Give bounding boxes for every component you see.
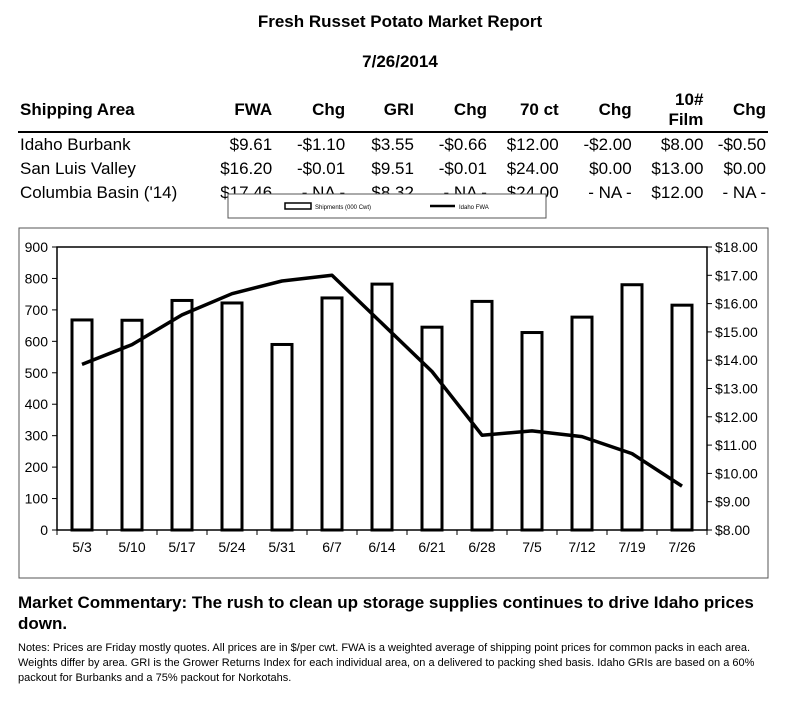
table-row: San Luis Valley $16.20 -$0.01 $9.51 -$0.… <box>18 157 768 181</box>
left-tick-label: 0 <box>40 522 48 538</box>
x-tick-label: 7/19 <box>618 539 645 555</box>
right-tick-label: $16.00 <box>715 296 758 312</box>
cell-fwa: $9.61 <box>229 135 273 154</box>
shipment-bar <box>70 318 94 532</box>
left-tick-label: 600 <box>25 333 49 349</box>
cell-70ct-chg: $0.00 <box>589 159 632 178</box>
shipment-bar <box>220 301 244 532</box>
notes: Notes: Prices are Friday mostly quotes. … <box>18 642 755 684</box>
x-tick-label: 7/12 <box>568 539 595 555</box>
cell-film: $8.00 <box>660 135 704 154</box>
report-title: Fresh Russet Potato Market Report <box>257 12 543 31</box>
x-tick-label: 6/14 <box>368 539 395 555</box>
cell-film-chg: $0.00 <box>723 159 766 178</box>
right-tick-label: $8.00 <box>715 522 750 538</box>
legend-fwa-label: Idaho FWA <box>459 205 489 211</box>
header-fwa: FWA <box>234 100 273 119</box>
shipments-price-chart: Shipments (000 Cwt) Idaho FWA 0 100 200 300… <box>18 193 769 579</box>
header-10lb-film: 10# Film <box>668 90 704 129</box>
right-tick-label: $15.00 <box>715 324 758 340</box>
shipment-bars <box>70 282 694 532</box>
right-tick-label: $18.00 <box>715 239 758 255</box>
cell-70ct-chg: - NA - <box>588 183 632 202</box>
x-tick-label: 7/5 <box>522 539 542 555</box>
shipment-bar <box>320 296 344 532</box>
right-tick-label: $13.00 <box>715 381 758 397</box>
right-axis: $8.00 $9.00 $10.00 $11.00 $12.00 $13.00 $14.00… <box>707 239 758 538</box>
shipment-bar <box>570 315 594 532</box>
left-tick-label: 100 <box>25 491 49 507</box>
cell-gri-chg: -$0.01 <box>438 159 487 178</box>
x-tick-label: 6/7 <box>322 539 342 555</box>
cell-fwa: $16.20 <box>220 159 273 178</box>
cell-film: $12.00 <box>651 183 704 202</box>
right-tick-label: $12.00 <box>715 409 758 425</box>
legend-shipments-label: Shipments (000 Cwt) <box>315 205 371 211</box>
right-tick-label: $17.00 <box>715 267 758 283</box>
shipment-bar <box>420 325 444 532</box>
shipment-bar <box>170 298 194 532</box>
header-film-chg: Chg <box>732 100 766 119</box>
right-tick-label: $14.00 <box>715 352 758 368</box>
left-tick-label: 800 <box>25 270 49 286</box>
x-tick-label: 7/26 <box>668 539 695 555</box>
legend-bar-swatch <box>284 202 312 210</box>
shipment-bar <box>470 299 494 532</box>
header-70ct-chg: Chg <box>598 100 632 119</box>
chart-frame <box>18 227 769 579</box>
x-tick-label: 5/31 <box>268 539 295 555</box>
left-tick-label: 500 <box>25 365 49 381</box>
cell-gri: $9.51 <box>371 159 414 178</box>
header-70ct: 70 ct <box>519 100 559 119</box>
left-tick-label: 900 <box>25 239 49 255</box>
left-axis: 0 100 200 300 400 500 600 700 800 900 <box>25 239 57 538</box>
x-tick-label: 5/24 <box>218 539 245 555</box>
cell-area: Columbia Basin ('14) <box>20 183 178 202</box>
cell-area: San Luis Valley <box>20 159 136 178</box>
left-tick-label: 400 <box>25 396 49 412</box>
cell-gri: $3.55 <box>371 135 414 154</box>
x-tick-label: 5/10 <box>118 539 145 555</box>
x-tick-label: 5/3 <box>72 539 92 555</box>
shipment-bar <box>370 282 394 532</box>
x-axis: 5/3 5/10 5/17 5/24 5/31 6/7 6/14 6/21 6/28 7/5 7/1… <box>56 530 708 555</box>
cell-gri-chg: -$0.66 <box>438 135 487 154</box>
legend-box <box>227 193 547 219</box>
left-tick-label: 700 <box>25 302 49 318</box>
header-gri-chg: Chg <box>453 100 487 119</box>
shipment-bar <box>270 342 294 532</box>
cell-fwa-chg: -$0.01 <box>296 159 346 178</box>
cell-film-chg: - NA - <box>722 183 766 202</box>
cell-film-chg: -$0.50 <box>717 135 766 154</box>
x-tick-label: 6/28 <box>468 539 495 555</box>
right-tick-label: $10.00 <box>715 465 758 481</box>
table-row: Columbia Basin ('14) $17.46 - NA - $8.32… <box>18 181 768 205</box>
shipment-bar <box>620 283 644 532</box>
market-commentary: Market Commentary: The rush to clean up … <box>18 593 754 633</box>
right-tick-label: $9.00 <box>715 494 750 510</box>
header-fwa-chg: Chg <box>312 100 346 119</box>
price-table: Shipping Area FWA Chg GRI Chg 70 ct Chg … <box>18 89 768 205</box>
idaho-fwa-line <box>81 273 683 488</box>
left-tick-label: 300 <box>25 428 49 444</box>
table-header-row: Shipping Area FWA Chg GRI Chg 70 ct Chg … <box>18 89 768 132</box>
cell-fwa-chg: -$1.10 <box>296 135 346 154</box>
report-date: 7/26/2014 <box>362 52 438 71</box>
cell-70ct: $24.00 <box>506 159 559 178</box>
shipment-bar <box>120 318 144 532</box>
cell-film: $13.00 <box>651 159 704 178</box>
cell-70ct-chg: -$2.00 <box>583 135 632 154</box>
x-tick-label: 6/21 <box>418 539 445 555</box>
header-shipping-area: Shipping Area <box>20 100 135 119</box>
header-gri: GRI <box>383 100 414 119</box>
cell-70ct: $12.00 <box>506 135 559 154</box>
shipment-bar <box>670 303 694 532</box>
cell-area: Idaho Burbank <box>20 135 131 154</box>
table-row: Idaho Burbank $9.61 -$1.10 $3.55 -$0.66 … <box>18 132 768 157</box>
right-tick-label: $11.00 <box>715 437 757 453</box>
left-tick-label: 200 <box>25 459 49 475</box>
x-tick-label: 5/17 <box>168 539 195 555</box>
